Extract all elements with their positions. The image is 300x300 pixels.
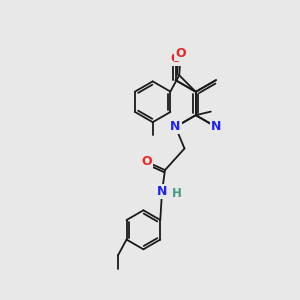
Text: N: N (170, 120, 181, 134)
Text: N: N (157, 185, 167, 198)
Text: N: N (211, 120, 221, 134)
Text: H: H (172, 187, 181, 200)
Text: O: O (170, 52, 181, 65)
Text: O: O (176, 47, 186, 60)
Text: O: O (141, 155, 152, 168)
